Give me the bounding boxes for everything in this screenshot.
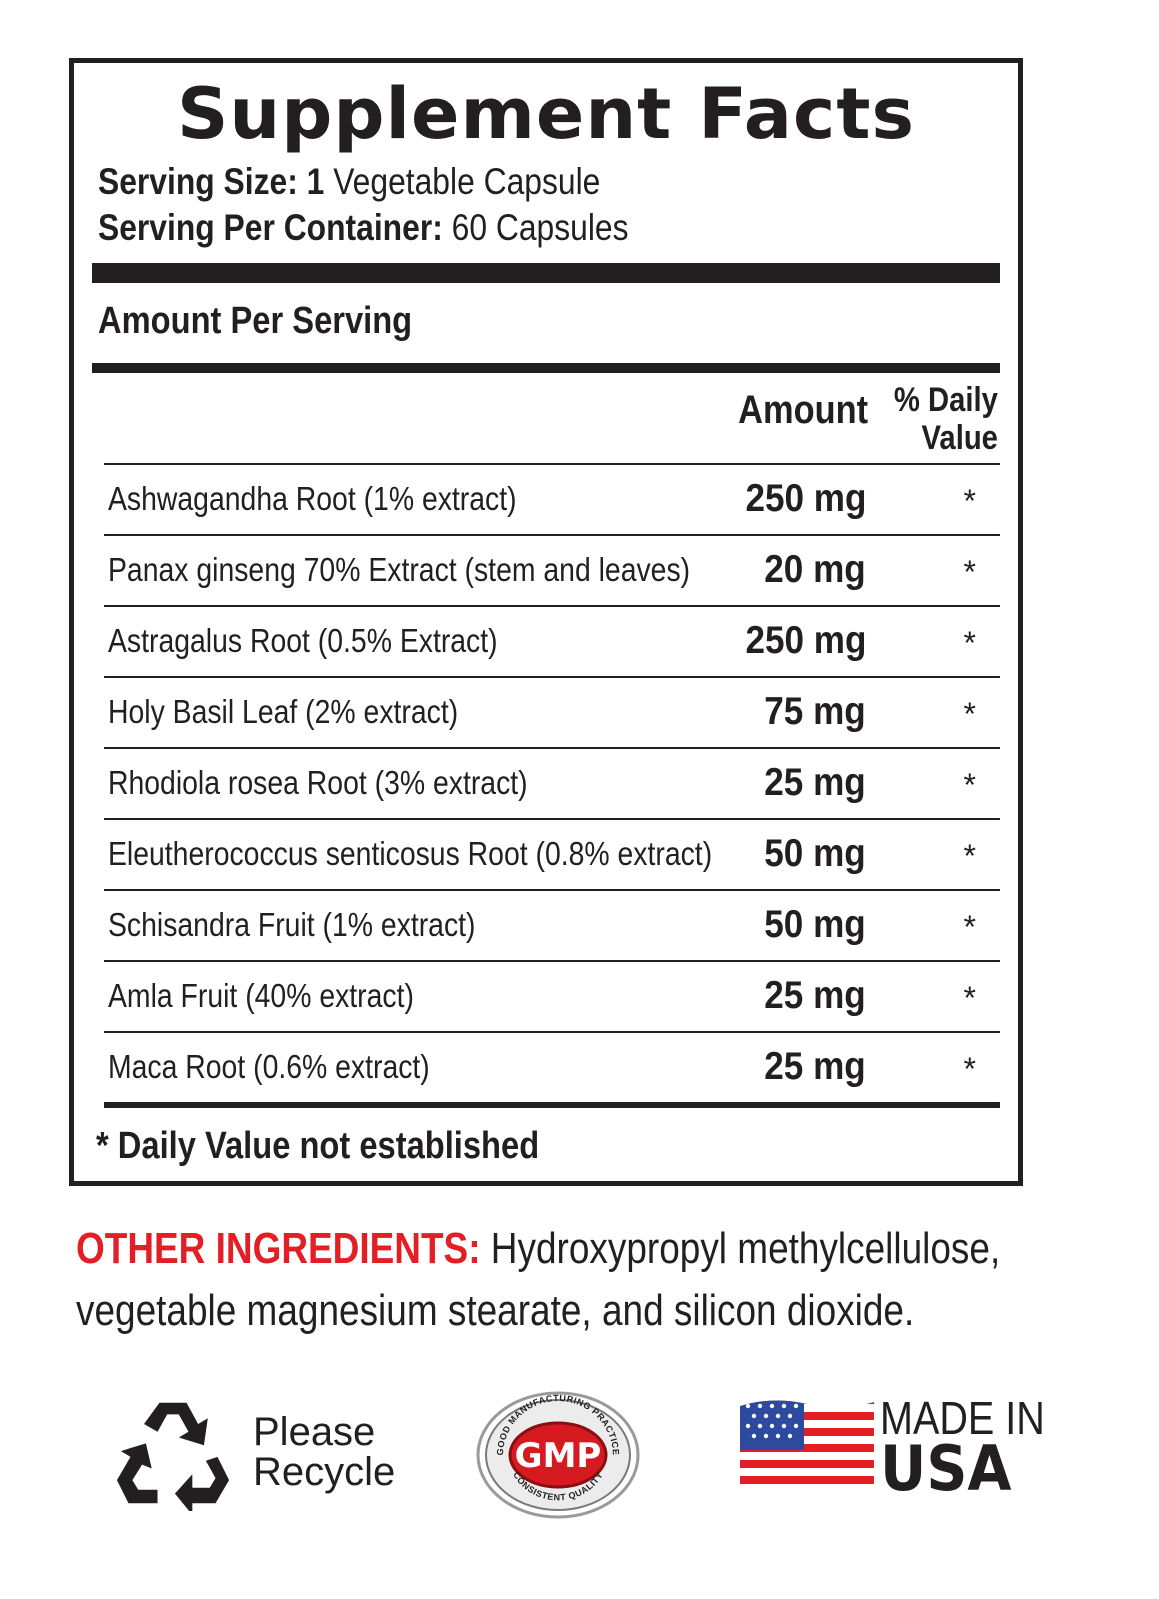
ingredient-amount: 20 mg <box>764 548 866 591</box>
table-row: Maca Root (0.6% extract) 25 mg * <box>104 1031 1000 1102</box>
recycle-text-line2: Recycle <box>253 1450 396 1494</box>
ingredient-amount: 250 mg <box>745 477 866 520</box>
ingredient-daily-value: * <box>963 838 976 874</box>
thick-divider <box>92 263 1000 283</box>
table-row: Astragalus Root (0.5% Extract) 250 mg * <box>104 605 1000 676</box>
usa-flag-icon <box>740 1400 874 1493</box>
daily-value-header-line1: % Daily <box>893 381 998 419</box>
serving-size-value: 1 Vegetable Capsule <box>306 161 601 202</box>
ingredient-name: Panax ginseng 70% Extract (stem and leav… <box>108 551 691 588</box>
recycle-icon <box>116 1402 230 1511</box>
made-in-text: MADE IN <box>880 1392 1045 1444</box>
gmp-center-text: GMP <box>515 1436 602 1476</box>
serving-per-container-value: 60 Capsules <box>451 207 629 248</box>
ingredient-name: Holy Basil Leaf (2% extract) <box>108 693 459 730</box>
ingredient-amount: 250 mg <box>745 619 866 662</box>
medium-divider <box>92 363 1000 373</box>
ingredient-name: Astragalus Root (0.5% Extract) <box>108 622 498 659</box>
ingredient-daily-value: * <box>963 696 976 732</box>
ingredient-daily-value: * <box>963 767 976 803</box>
serving-size: Serving Size: 1 Vegetable Capsule <box>98 161 600 203</box>
table-row: Panax ginseng 70% Extract (stem and leav… <box>104 534 1000 605</box>
other-ingredients-text2: vegetable magnesium stearate, and silico… <box>76 1286 915 1335</box>
gmp-seal-icon: GOOD MANUFACTURING PRACTICE CONSISTENT Q… <box>476 1391 640 1519</box>
table-row: Rhodiola rosea Root (3% extract) 25 mg * <box>104 747 1000 818</box>
daily-value-column-header: % Daily Value <box>894 381 998 457</box>
amount-column-header: Amount <box>738 388 868 432</box>
ingredient-amount: 25 mg <box>764 761 866 804</box>
ingredient-amount: 25 mg <box>764 1045 866 1088</box>
footnote-star: * <box>96 1125 109 1167</box>
other-ingredients-text1: Hydroxypropyl methylcellulose, <box>490 1224 1001 1273</box>
ingredient-name: Amla Fruit (40% extract) <box>108 977 414 1014</box>
daily-value-footnote: * Daily Value not established <box>96 1125 539 1168</box>
table-row: Holy Basil Leaf (2% extract) 75 mg * <box>104 676 1000 747</box>
usa-text: USA <box>880 1432 1012 1505</box>
table-row: Amla Fruit (40% extract) 25 mg * <box>104 960 1000 1031</box>
ingredient-daily-value: * <box>963 625 976 661</box>
ingredient-name: Eleutherococcus senticosus Root (0.8% ex… <box>108 835 713 872</box>
ingredients-table: Ashwagandha Root (1% extract) 250 mg * P… <box>104 463 1000 1108</box>
ingredient-name: Rhodiola rosea Root (3% extract) <box>108 764 528 801</box>
ingredient-amount: 25 mg <box>764 974 866 1017</box>
ingredient-name: Maca Root (0.6% extract) <box>108 1048 430 1085</box>
table-row: Eleutherococcus senticosus Root (0.8% ex… <box>104 818 1000 889</box>
ingredient-name: Ashwagandha Root (1% extract) <box>108 480 517 517</box>
serving-size-label: Serving Size: <box>98 161 298 202</box>
ingredient-daily-value: * <box>963 1051 976 1087</box>
serving-per-container: Serving Per Container: 60 Capsules <box>98 207 629 249</box>
footnote-text: Daily Value not established <box>117 1125 540 1167</box>
table-bottom-divider <box>104 1102 1000 1108</box>
other-ingredients: OTHER INGREDIENTS: Hydroxypropyl methylc… <box>76 1218 1116 1342</box>
amount-per-serving-heading: Amount Per Serving <box>98 300 413 342</box>
recycle-text: Please Recycle <box>253 1412 395 1492</box>
panel-title: Supplement Facts <box>176 73 916 155</box>
daily-value-header-line2: Value <box>921 419 998 457</box>
ingredient-amount: 75 mg <box>764 690 866 733</box>
ingredient-amount: 50 mg <box>764 903 866 946</box>
ingredient-daily-value: * <box>963 483 976 519</box>
ingredient-name: Schisandra Fruit (1% extract) <box>108 906 476 943</box>
ingredient-daily-value: * <box>963 554 976 590</box>
ingredient-daily-value: * <box>963 980 976 1016</box>
table-row: Schisandra Fruit (1% extract) 50 mg * <box>104 889 1000 960</box>
other-ingredients-label: OTHER INGREDIENTS: <box>76 1224 481 1273</box>
supplement-facts-panel: Supplement Facts Serving Size: 1 Vegetab… <box>69 58 1023 1186</box>
serving-per-container-label: Serving Per Container: <box>98 207 443 248</box>
ingredient-daily-value: * <box>963 909 976 945</box>
table-row: Ashwagandha Root (1% extract) 250 mg * <box>104 463 1000 534</box>
other-ingredients-line1: OTHER INGREDIENTS: Hydroxypropyl methylc… <box>76 1218 1000 1280</box>
ingredient-amount: 50 mg <box>764 832 866 875</box>
recycle-text-line1: Please <box>253 1410 376 1454</box>
